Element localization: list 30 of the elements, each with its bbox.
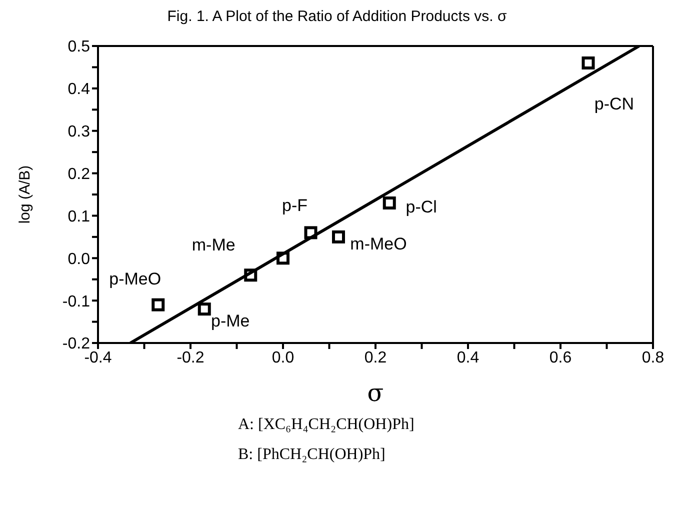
- point: [382, 196, 396, 210]
- annotation: p-Cl: [406, 197, 437, 216]
- x-tick-label: 0.6: [549, 349, 572, 366]
- x-tick-label: 0.2: [364, 349, 387, 366]
- text: B: [PhCH₂CH(OH)Ph]: [238, 445, 386, 465]
- x-tick-label: -0.2: [176, 349, 204, 366]
- y-tick-label: 0.1: [68, 208, 90, 226]
- point: [152, 298, 165, 312]
- y-tick-label: 0.2: [68, 166, 90, 183]
- y-axis-title: log (A/B): [16, 165, 34, 224]
- x-tick-label: 0.4: [456, 349, 480, 366]
- x-axis-title: σ: [367, 379, 384, 407]
- text: A: [XC₆H₄CH₂CH(OH)Ph]: [238, 415, 416, 435]
- point: [332, 230, 345, 244]
- chart-title: Fig. 1. A Plot of the Ratio of Addition Products vs. σ: [166, 8, 508, 25]
- annotation: m-Me: [192, 236, 236, 255]
- y-tick-label: 0.3: [68, 124, 90, 141]
- annotation: p-F: [282, 196, 308, 216]
- y-tick-label: 0.0: [68, 250, 90, 268]
- x-tick-label: 0.0: [272, 349, 294, 366]
- annotation: p-MeO: [109, 269, 162, 288]
- y-tick-label: 0.4: [68, 81, 90, 98]
- annotation: p-CN: [594, 94, 634, 114]
- annotation: m-MeO: [350, 234, 407, 254]
- y-tick-label: -0.1: [62, 293, 90, 310]
- point: [582, 56, 595, 70]
- point: [198, 302, 211, 316]
- x-tick-label: 0.8: [642, 349, 664, 366]
- annotation: p-Me: [211, 312, 250, 331]
- y-tick-label: 0.5: [68, 38, 90, 56]
